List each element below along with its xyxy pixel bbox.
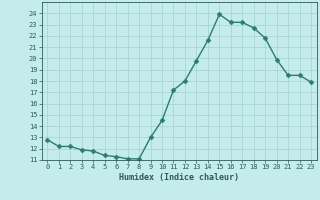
X-axis label: Humidex (Indice chaleur): Humidex (Indice chaleur) [119, 173, 239, 182]
